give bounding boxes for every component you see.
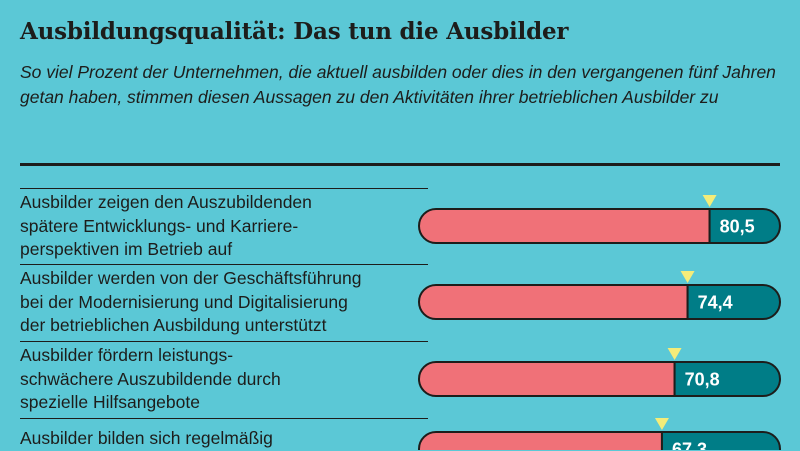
chart-title: Ausbildungsqualität: Das tun die Ausbild… [20,18,569,45]
bar-value [686,284,781,320]
bar-track [418,208,711,244]
bar-value [708,208,781,244]
header-divider [20,163,780,166]
bar-value-label: 74,4 [698,293,733,313]
category-label-line: der betrieblichen Ausbildung unterstützt [20,315,327,335]
row-divider [20,341,428,342]
bar-value-label: 80,5 [720,217,755,237]
row-divider [20,188,428,189]
bar-track [418,431,663,450]
category-label-line: perspektiven im Betrieb auf [20,239,233,259]
value-marker [667,348,682,360]
category-label: Ausbilder zeigen den Auszubildenden spät… [20,191,420,262]
value-marker [654,418,669,430]
chart-subtitle: So viel Prozent der Unternehmen, die akt… [20,62,776,107]
row-divider [20,418,428,419]
bar-value-label: 67,3 [672,440,707,451]
category-label-line: Ausbilder fördern leistungs- [20,345,234,365]
category-label: Ausbilder fördern leistungs- schwächere … [20,344,420,415]
category-label: Ausbilder werden von der Geschäftsführun… [20,267,420,338]
bar-value-label: 70,8 [685,370,720,390]
category-label-line: spätere Entwicklungs- und Karriere- [20,215,299,236]
category-label-line: Ausbilder bilden sich regelmäßig [20,428,273,448]
bar-track [418,284,689,320]
bar-value [660,431,781,450]
value-marker [702,195,717,207]
value-marker [680,271,695,283]
category-label-line: bei der Modernisierung und Digitalisieru… [20,291,348,312]
category-label: Ausbilder bilden sich regelmäßig [20,427,420,451]
category-label-line: Ausbilder werden von der Geschäftsführun… [20,268,362,288]
row-divider [20,264,428,265]
category-label-line: schwächere Auszubildende durch [20,368,281,389]
category-label-line: Ausbilder zeigen den Auszubildenden [20,192,312,212]
bar-value [673,361,781,397]
bar-track [418,361,676,397]
category-label-line: spezielle Hilfsangebote [20,392,200,412]
